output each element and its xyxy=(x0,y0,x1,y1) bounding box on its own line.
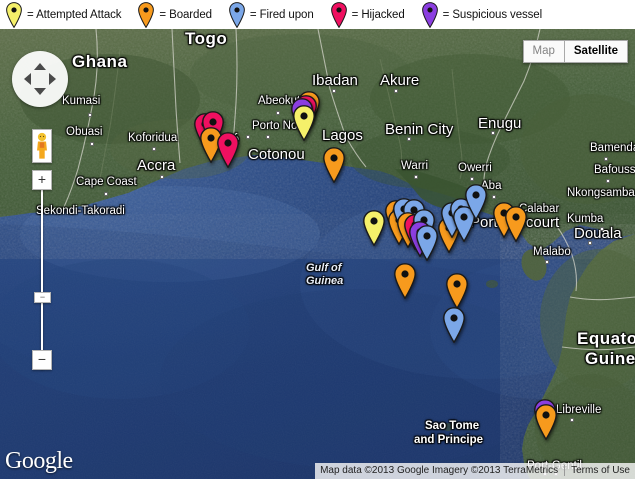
pan-down-arrow-icon[interactable] xyxy=(34,88,46,95)
map-pin-icon xyxy=(229,1,245,28)
pan-up-arrow-icon[interactable] xyxy=(34,63,46,70)
incident-marker-attempted-attack[interactable] xyxy=(293,105,315,141)
incident-marker-boarded[interactable] xyxy=(323,147,345,183)
legend-item-label: = Hijacked xyxy=(351,8,405,21)
incident-marker-fired-upon[interactable] xyxy=(416,225,438,261)
legend-item-label: = Fired upon xyxy=(249,8,314,21)
attribution-bar: Map data ©2013 Google Imagery ©2013 Terr… xyxy=(315,463,635,479)
attribution-separator xyxy=(564,465,566,476)
street-view-pegman-icon[interactable] xyxy=(32,129,52,163)
legend-bar: = Attempted Attack = Boarded = Fired upon =… xyxy=(0,0,635,29)
pan-left-arrow-icon[interactable] xyxy=(24,73,31,85)
incident-marker-fired-upon[interactable] xyxy=(465,184,487,220)
terms-of-use-link[interactable]: Terms of Use xyxy=(571,465,630,476)
map-type-satellite-button[interactable]: Satellite xyxy=(564,40,628,63)
incident-marker-boarded[interactable] xyxy=(535,404,557,440)
legend-item-0: = Attempted Attack xyxy=(6,1,122,28)
incident-marker-boarded[interactable] xyxy=(505,206,527,242)
legend-item-4: = Suspicious vessel xyxy=(421,1,543,28)
legend-item-label: = Attempted Attack xyxy=(27,8,122,21)
legend-item-3: = Hijacked xyxy=(330,1,405,28)
legend-item-2: = Fired upon xyxy=(229,1,314,28)
incident-marker-hijacked[interactable] xyxy=(217,132,239,168)
satellite-imagery xyxy=(0,29,635,479)
incident-marker-boarded[interactable] xyxy=(446,273,468,309)
map-pin-icon xyxy=(6,1,22,28)
zoom-control[interactable]: + − − xyxy=(32,170,52,370)
zoom-slider-handle[interactable]: − xyxy=(34,292,51,303)
incident-marker-boarded[interactable] xyxy=(394,263,416,299)
incident-marker-fired-upon[interactable] xyxy=(443,307,465,343)
incident-marker-attempted-attack[interactable] xyxy=(363,210,385,246)
map-pin-icon xyxy=(138,1,155,28)
pan-control[interactable] xyxy=(12,51,68,107)
map-type-control[interactable]: Map Satellite xyxy=(522,40,628,63)
map-data-attribution: Map data ©2013 Google Imagery ©2013 Terr… xyxy=(320,465,559,476)
zoom-slider-track[interactable] xyxy=(41,180,43,370)
map-pin-icon xyxy=(330,1,347,28)
incident-marker-boarded[interactable] xyxy=(200,127,222,163)
pan-right-arrow-icon[interactable] xyxy=(49,73,56,85)
legend-item-label: = Suspicious vessel xyxy=(442,8,543,21)
map-type-map-button[interactable]: Map xyxy=(522,40,565,63)
map-pin-icon xyxy=(421,1,438,28)
legend-item-label: = Boarded xyxy=(159,8,212,21)
legend-item-1: = Boarded xyxy=(138,1,212,28)
map-viewport[interactable]: Togo Ghana Kumasi Obuasi Koforidua Accra Cape … xyxy=(0,29,635,479)
zoom-in-button[interactable]: + xyxy=(32,170,52,190)
zoom-out-button[interactable]: − xyxy=(32,350,52,370)
google-logo: Google xyxy=(5,448,73,474)
